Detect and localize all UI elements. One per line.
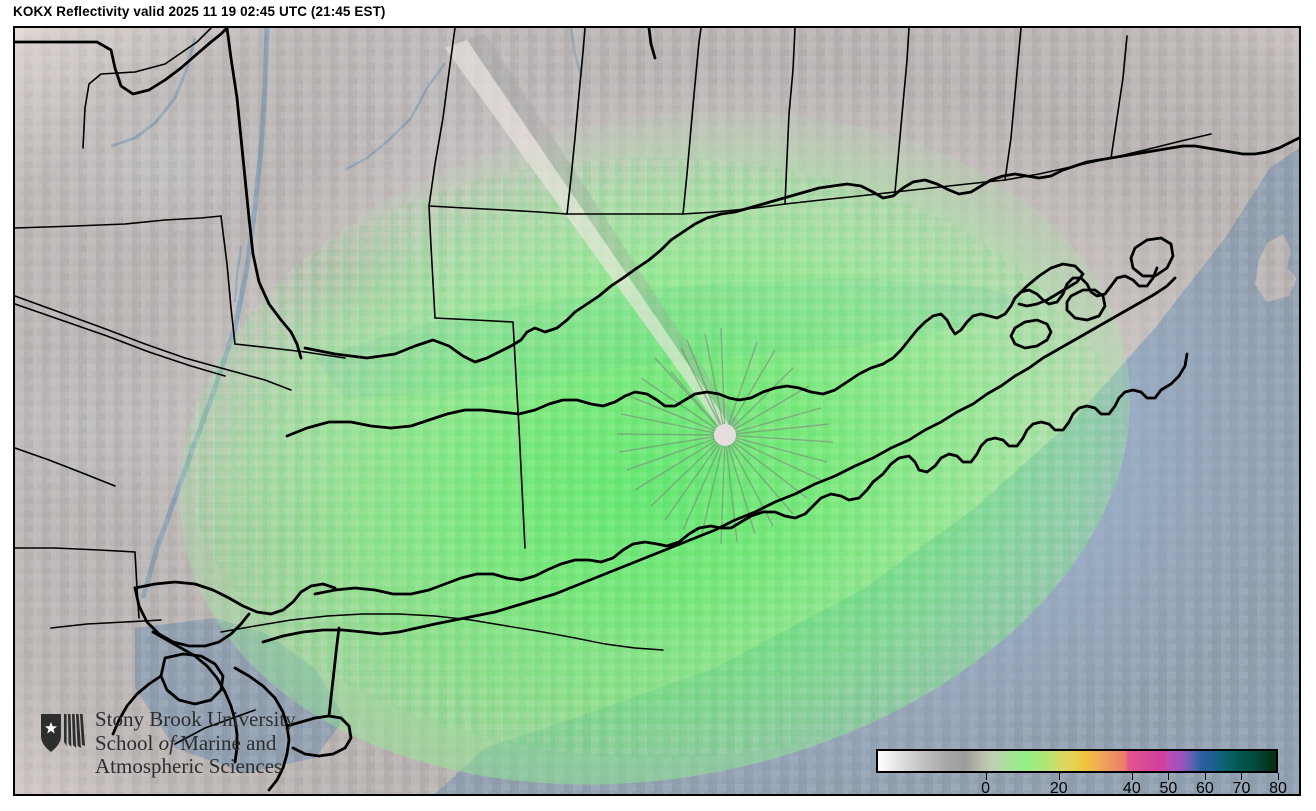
coastline <box>111 136 1299 792</box>
colorbar-tick-label: 80 <box>1269 780 1287 796</box>
shield-icon <box>41 714 85 752</box>
radar-echo-green-layer <box>120 32 1190 794</box>
colorbar-tick-label: 0 <box>981 780 991 796</box>
colorbar-tick-label: 40 <box>1122 780 1141 796</box>
radar-site-marker <box>714 424 736 446</box>
logo-line-2-b: Marine and <box>174 730 277 755</box>
colorbar-tick-label: 20 <box>1049 780 1068 796</box>
logo-line-3: Atmospheric Sciences <box>95 754 283 778</box>
colorbar-gradient <box>876 749 1278 773</box>
colorbar-tick <box>1204 773 1206 780</box>
colorbar-tick <box>1058 773 1060 780</box>
beam-artifact-layer <box>445 34 834 545</box>
logo-line-2-italic: of <box>158 730 175 755</box>
colorbar-tick-label: 60 <box>1196 780 1214 796</box>
beam-blockage-wedge-edge <box>467 34 741 430</box>
page-title: KOKX Reflectivity valid 2025 11 19 02:45… <box>13 4 386 19</box>
logo-line-2-a: School <box>95 730 159 755</box>
header-bar: KOKX Reflectivity valid 2025 11 19 02:45… <box>0 0 1316 26</box>
colorbar-tick <box>1131 773 1133 780</box>
colorbar-tick-label: 50 <box>1159 780 1178 796</box>
county-boundaries <box>15 28 1212 745</box>
sbu-logo-text: Stony Brook University School of Marine … <box>95 707 296 779</box>
logo-line-1: Stony Brook University <box>95 707 296 731</box>
colorbar: 0 20 40 50 60 70 80 <box>876 749 1291 796</box>
colorbar-tick <box>985 773 987 780</box>
radar-map[interactable]: Stony Brook University School of Marine … <box>13 26 1301 796</box>
colorbar-tick <box>1278 773 1279 780</box>
colorbar-tick <box>1168 773 1170 780</box>
boundaries-layer <box>15 28 1299 792</box>
logo-line-2: School of Marine and <box>95 730 296 756</box>
colorbar-tick <box>1241 773 1243 780</box>
colorbar-tick-label: 70 <box>1232 780 1251 796</box>
beam-blockage-wedge <box>445 40 733 435</box>
sbu-logo: Stony Brook University School of Marine … <box>39 707 329 794</box>
radial-spokes <box>616 327 834 545</box>
state-boundary <box>15 28 657 360</box>
